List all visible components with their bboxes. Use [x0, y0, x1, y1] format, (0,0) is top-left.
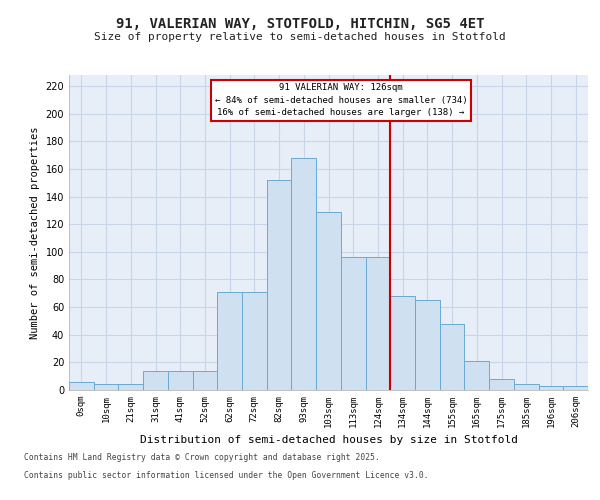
Bar — [365, 258, 390, 390]
Y-axis label: Number of semi-detached properties: Number of semi-detached properties — [30, 126, 40, 339]
Bar — [267, 180, 292, 390]
Text: 91, VALERIAN WAY, STOTFOLD, HITCHIN, SG5 4ET: 91, VALERIAN WAY, STOTFOLD, HITCHIN, SG5… — [116, 18, 484, 32]
Text: Contains public sector information licensed under the Open Government Licence v3: Contains public sector information licen… — [24, 472, 428, 480]
Bar — [415, 300, 440, 390]
Bar — [143, 370, 168, 390]
Bar — [563, 386, 588, 390]
Text: Contains HM Land Registry data © Crown copyright and database right 2025.: Contains HM Land Registry data © Crown c… — [24, 453, 380, 462]
Bar — [242, 292, 267, 390]
Bar — [69, 382, 94, 390]
Text: Size of property relative to semi-detached houses in Stotfold: Size of property relative to semi-detach… — [94, 32, 506, 42]
Bar — [539, 386, 563, 390]
Bar — [292, 158, 316, 390]
Bar — [390, 296, 415, 390]
Bar — [440, 324, 464, 390]
Bar — [94, 384, 118, 390]
Bar — [193, 370, 217, 390]
Bar — [217, 292, 242, 390]
Bar — [464, 361, 489, 390]
Bar — [316, 212, 341, 390]
Bar — [168, 370, 193, 390]
Bar — [514, 384, 539, 390]
Text: 91 VALERIAN WAY: 126sqm
← 84% of semi-detached houses are smaller (734)
16% of s: 91 VALERIAN WAY: 126sqm ← 84% of semi-de… — [215, 84, 467, 117]
Bar — [341, 258, 365, 390]
X-axis label: Distribution of semi-detached houses by size in Stotfold: Distribution of semi-detached houses by … — [139, 436, 517, 446]
Bar — [118, 384, 143, 390]
Bar — [489, 379, 514, 390]
